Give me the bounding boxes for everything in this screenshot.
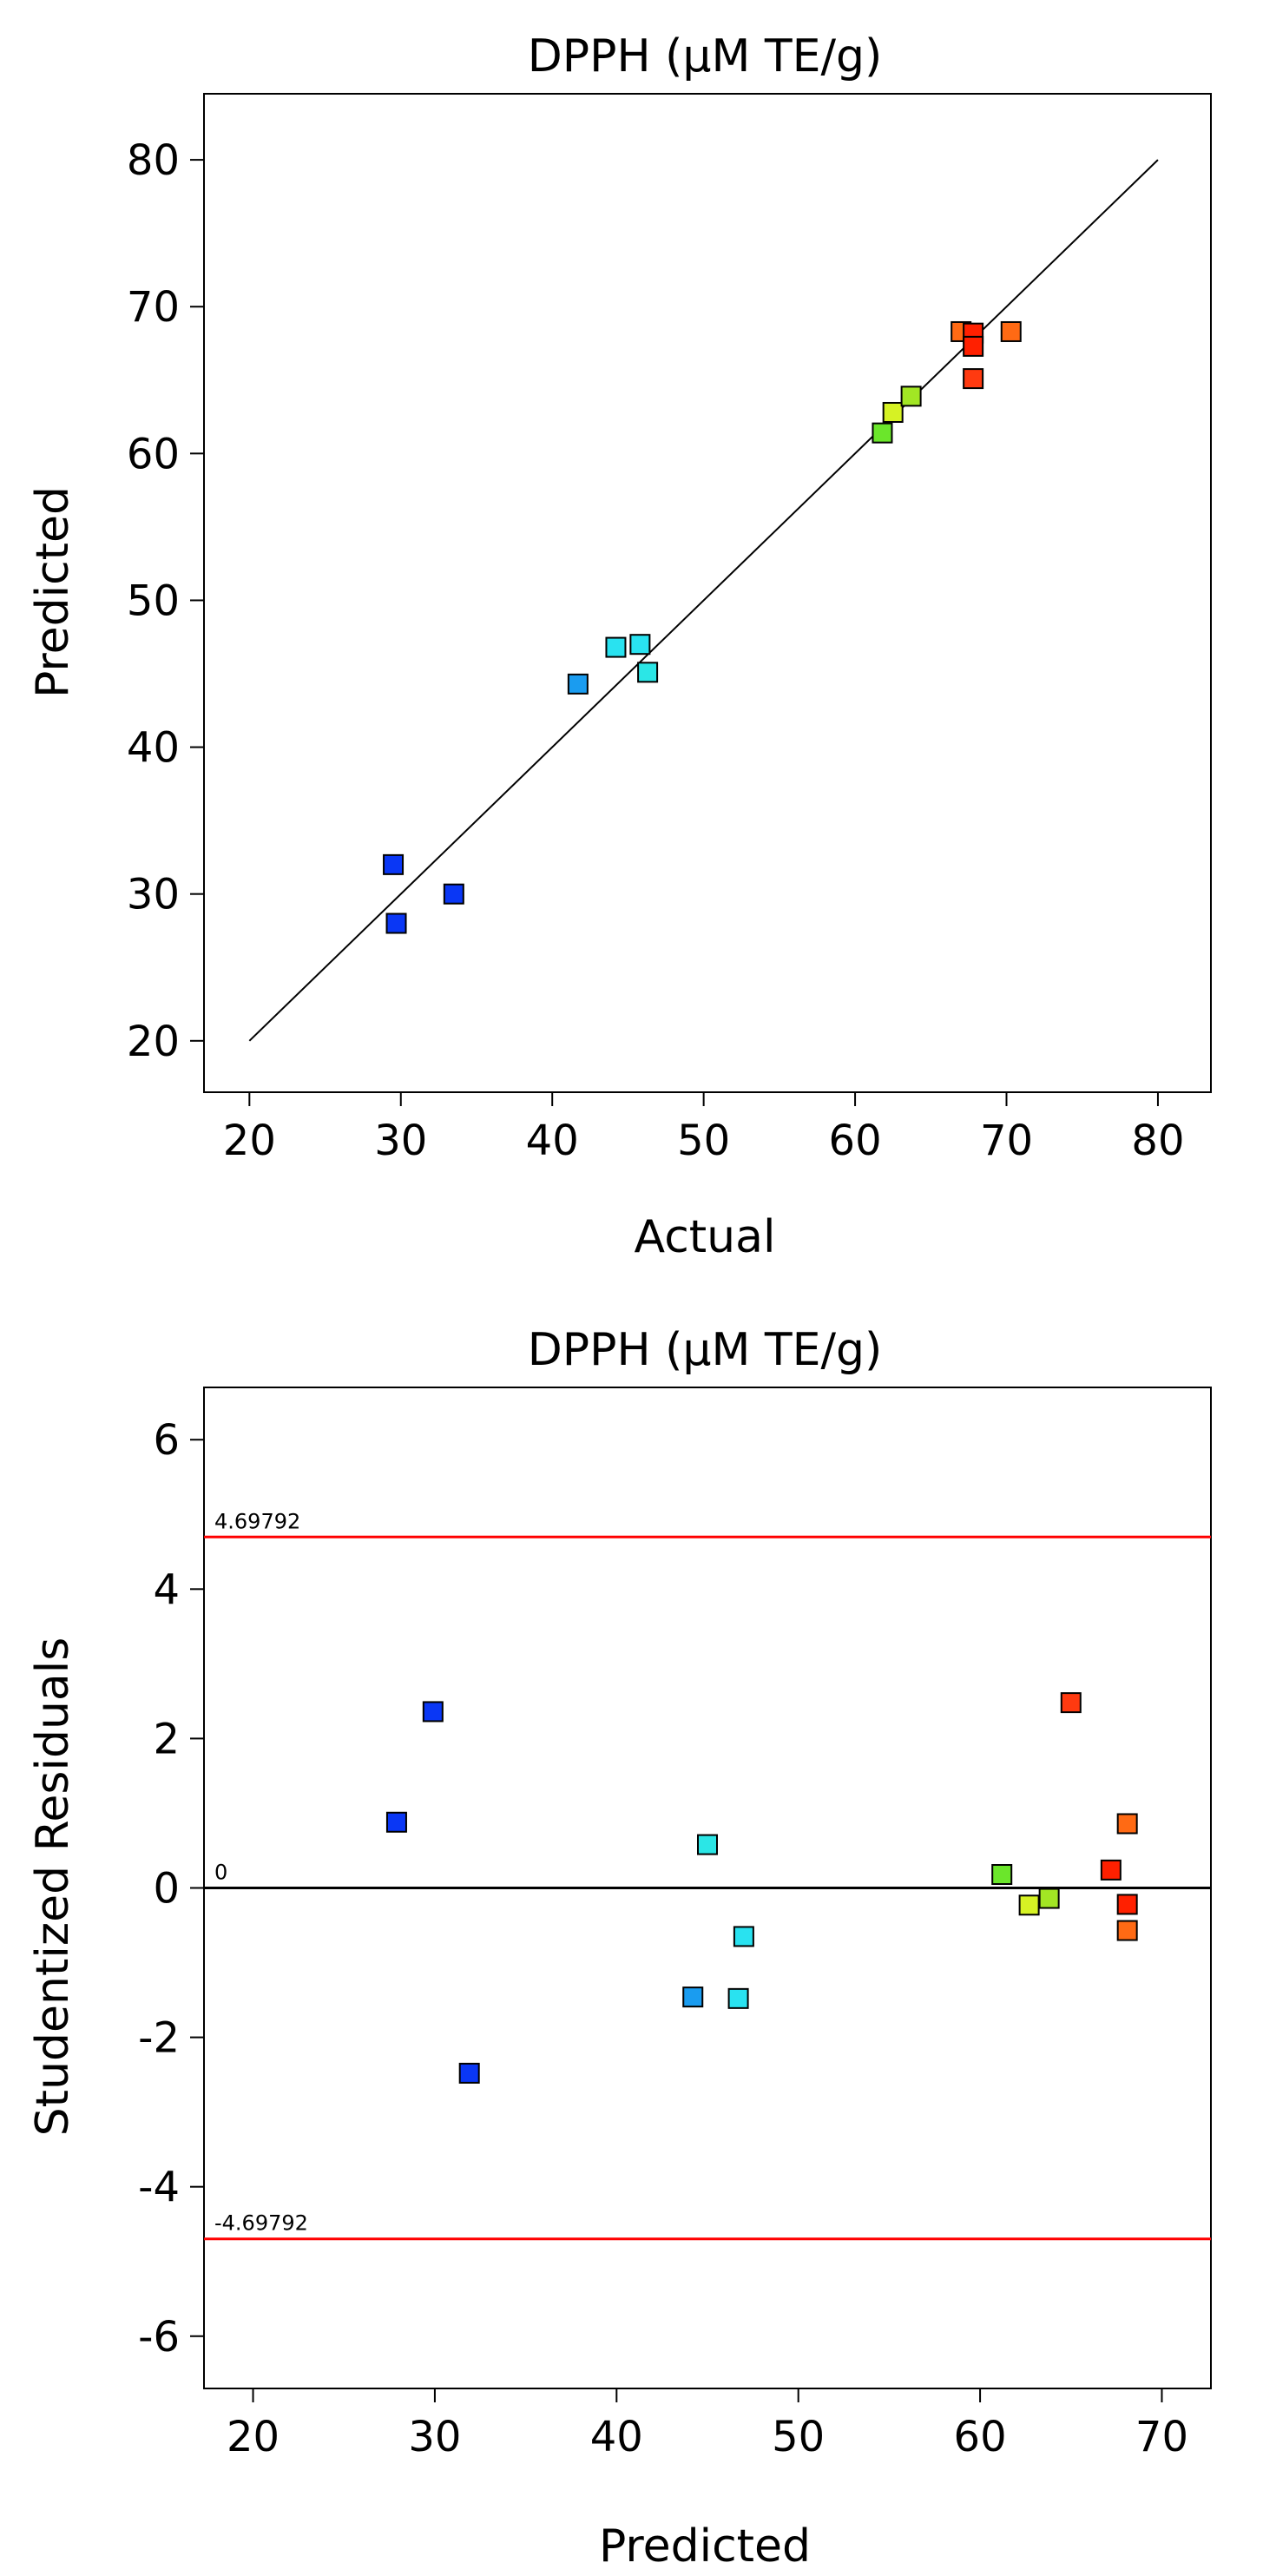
y-tick-label: 60 bbox=[127, 430, 180, 478]
reference-lines: 4.69792 0 -4.69792 bbox=[204, 1509, 1211, 2241]
axes: 20 30 40 50 60 70 80 20 30 40 50 60 70 80 bbox=[127, 136, 1185, 1165]
data-point bbox=[422, 1701, 444, 1723]
x-tick-label: 50 bbox=[772, 2413, 825, 2461]
y-tick-label: 2 bbox=[153, 1715, 180, 1763]
data-point bbox=[637, 662, 659, 683]
data-point bbox=[733, 1926, 754, 1947]
data-points bbox=[385, 1692, 1138, 2084]
data-point bbox=[963, 335, 984, 357]
x-tick-label: 40 bbox=[590, 2413, 643, 2461]
limit-line-label: -4.69792 bbox=[214, 2211, 308, 2236]
chart-title: DPPH (µM TE/g) bbox=[528, 30, 883, 82]
data-point bbox=[1100, 1859, 1122, 1881]
x-tick-label: 30 bbox=[408, 2413, 461, 2461]
data-point bbox=[697, 1834, 718, 1855]
y-tick-label: 30 bbox=[127, 871, 180, 919]
y-tick-label: 50 bbox=[127, 576, 180, 625]
y-tick-label: -4 bbox=[138, 2164, 180, 2212]
y-tick-label: 20 bbox=[127, 1018, 180, 1066]
y-tick-label: 40 bbox=[127, 724, 180, 773]
y-tick-label: 70 bbox=[127, 283, 180, 332]
x-axis-title: Predicted bbox=[599, 2520, 811, 2573]
data-points bbox=[383, 320, 1022, 934]
data-point bbox=[991, 1864, 1013, 1886]
reference-diagonal-line bbox=[248, 159, 1159, 1042]
data-point bbox=[385, 912, 407, 934]
data-point bbox=[900, 385, 922, 407]
y-tick-label: 80 bbox=[127, 136, 180, 185]
chart-title: DPPH (µM TE/g) bbox=[528, 1324, 883, 1376]
y-axis-title: Predicted bbox=[27, 486, 79, 698]
data-point bbox=[1060, 1692, 1082, 1714]
x-tick-label: 70 bbox=[1135, 2413, 1188, 2461]
x-tick-label: 20 bbox=[223, 1117, 276, 1165]
data-point bbox=[1116, 1894, 1138, 1915]
x-tick-label: 80 bbox=[1131, 1117, 1184, 1165]
axes: 20 30 40 50 60 70 -6 -4 -2 0 2 4 6 bbox=[138, 1416, 1188, 2461]
data-point bbox=[443, 883, 464, 905]
x-tick-label: 20 bbox=[227, 2413, 280, 2461]
data-point bbox=[1038, 1888, 1060, 1909]
data-point bbox=[1000, 320, 1022, 342]
y-tick-label: -2 bbox=[138, 2014, 180, 2063]
data-point bbox=[1018, 1894, 1040, 1916]
y-tick-label: 0 bbox=[153, 1865, 180, 1914]
data-point bbox=[963, 368, 984, 390]
x-tick-label: 60 bbox=[954, 2413, 1007, 2461]
reference-lines bbox=[248, 159, 1159, 1042]
x-tick-label: 30 bbox=[374, 1117, 427, 1165]
data-point bbox=[567, 673, 589, 695]
data-point bbox=[872, 422, 893, 444]
data-point bbox=[383, 853, 405, 875]
x-tick-label: 60 bbox=[829, 1117, 882, 1165]
data-point bbox=[458, 2062, 480, 2084]
data-point bbox=[1116, 1920, 1138, 1941]
limit-line-label: 0 bbox=[214, 1861, 227, 1885]
plot-frame bbox=[203, 93, 1212, 1093]
y-tick-label: -6 bbox=[138, 2313, 180, 2362]
y-axis-title: Studentized Residuals bbox=[27, 1637, 79, 2137]
x-axis-title: Actual bbox=[635, 1211, 776, 1263]
x-tick-label: 40 bbox=[526, 1117, 579, 1165]
data-point bbox=[682, 1986, 704, 2008]
data-point bbox=[727, 1987, 749, 2009]
data-point bbox=[629, 634, 651, 656]
data-point bbox=[882, 401, 904, 423]
x-tick-label: 50 bbox=[677, 1117, 730, 1165]
data-point bbox=[1116, 1813, 1138, 1835]
data-point bbox=[605, 636, 627, 658]
residuals-vs-predicted-chart: DPPH (µM TE/g) Predicted Studentized Res… bbox=[27, 1324, 1212, 2573]
actual-vs-predicted-chart: DPPH (µM TE/g) Actual Predicted 20 30 40 50… bbox=[27, 30, 1212, 1263]
y-tick-label: 4 bbox=[153, 1565, 180, 1614]
y-tick-label: 6 bbox=[153, 1416, 180, 1465]
data-point bbox=[385, 1811, 407, 1833]
x-tick-label: 70 bbox=[980, 1117, 1033, 1165]
limit-line-label: 4.69792 bbox=[214, 1509, 300, 1533]
